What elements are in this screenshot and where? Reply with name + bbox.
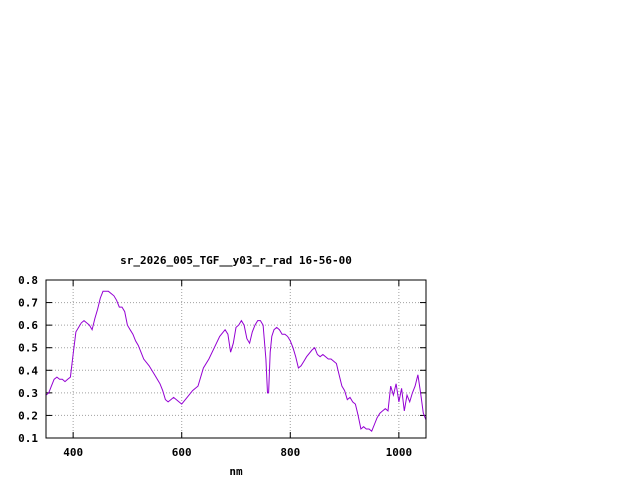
x-tick-label: 600 [172,446,192,459]
x-tick-label: 800 [280,446,300,459]
y-tick-label: 0.7 [18,297,38,310]
x-tick-label: 1000 [386,446,413,459]
series-line-0 [45,290,427,433]
y-tick-label: 0.3 [18,387,38,400]
y-tick-label: 0.6 [18,319,38,332]
y-tick-label: 0.2 [18,409,38,422]
y-tick-label: 0.4 [18,364,38,377]
plot-frame [45,279,427,439]
chart-title: sr_2026_005_TGF__y03_r_rad 16-56-00 [120,254,352,267]
x-tick-label: 400 [63,446,83,459]
axis-ticks: 0.1 0.2 0.3 0.4 0.5 0.6 0.7 0.8 400 600 800 1000 [18,274,426,459]
y-tick-label: 0.5 [18,342,38,355]
series-layer [45,290,427,433]
y-tick-label: 0.1 [18,432,38,445]
y-tick-label: 0.8 [18,274,38,287]
grid-lines [46,280,426,438]
x-axis-label: nm [229,465,243,478]
